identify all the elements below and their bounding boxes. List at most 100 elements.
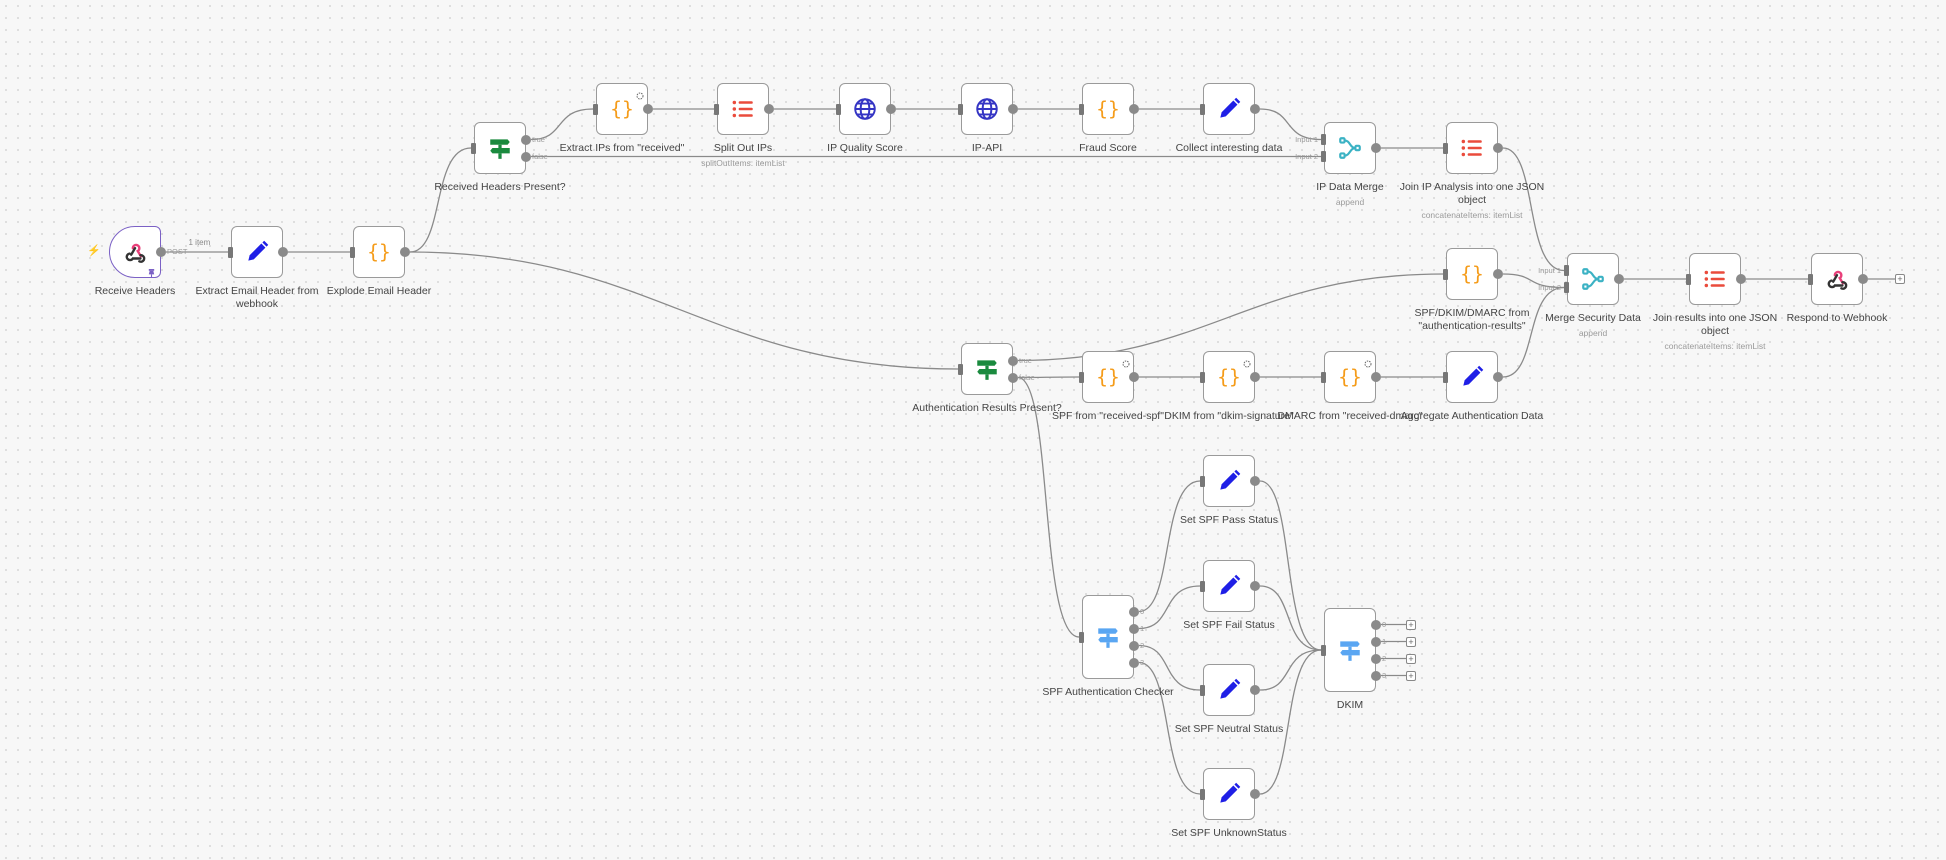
input-handle[interactable] — [1564, 282, 1569, 293]
node-jr[interactable] — [1689, 253, 1741, 305]
output-handle[interactable] — [1008, 372, 1018, 383]
input-handle[interactable] — [714, 103, 719, 115]
output-handle[interactable] — [278, 247, 288, 257]
add-node-button[interactable]: + — [1406, 653, 1416, 664]
input-handle[interactable] — [1443, 268, 1448, 280]
connection-neu-dsw[interactable] — [1259, 649, 1322, 691]
node-eip[interactable]: {} — [596, 83, 648, 135]
node-spfc[interactable] — [1082, 595, 1134, 679]
input-handle[interactable] — [1200, 475, 1205, 487]
input-handle[interactable] — [471, 142, 476, 154]
node-fs[interactable]: {} — [1082, 83, 1134, 135]
output-handle[interactable] — [1129, 372, 1139, 382]
input-handle[interactable] — [958, 103, 963, 115]
output-handle[interactable] — [400, 247, 410, 257]
input-handle[interactable] — [1443, 371, 1448, 383]
input-handle[interactable] — [1200, 103, 1205, 115]
output-handle[interactable] — [156, 247, 166, 257]
output-handle[interactable] — [1250, 476, 1260, 486]
node-fail[interactable] — [1203, 560, 1255, 612]
input-handle[interactable] — [1321, 134, 1326, 145]
output-handle[interactable] — [1371, 670, 1381, 681]
output-handle[interactable] — [764, 104, 774, 114]
node-dkim[interactable]: {} — [1203, 351, 1255, 403]
output-handle[interactable] — [1736, 274, 1746, 284]
output-handle[interactable] — [1008, 355, 1018, 366]
output-handle[interactable] — [1493, 372, 1503, 382]
output-handle[interactable] — [1493, 269, 1503, 279]
node-msd[interactable] — [1567, 253, 1619, 305]
add-node-button[interactable]: + — [1406, 670, 1416, 681]
node-eeh[interactable] — [231, 226, 283, 278]
input-handle[interactable] — [1443, 142, 1448, 154]
node-iqs[interactable] — [839, 83, 891, 135]
node-rhp[interactable] — [474, 122, 526, 174]
input-handle[interactable] — [1321, 371, 1326, 383]
output-handle[interactable] — [1371, 653, 1381, 664]
input-handle[interactable] — [1079, 103, 1084, 115]
add-node-button[interactable]: + — [1406, 619, 1416, 630]
node-neu[interactable] — [1203, 664, 1255, 716]
node-idm[interactable] — [1324, 122, 1376, 174]
node-unk[interactable] — [1203, 768, 1255, 820]
connection-fail-dsw[interactable] — [1259, 585, 1322, 651]
input-handle[interactable] — [228, 246, 233, 258]
output-handle[interactable] — [1129, 606, 1139, 617]
output-handle[interactable] — [1371, 619, 1381, 630]
output-handle[interactable] — [1250, 372, 1260, 382]
node-api[interactable] — [961, 83, 1013, 135]
input-handle[interactable] — [1564, 265, 1569, 276]
node-sdd[interactable]: {} — [1446, 248, 1498, 300]
input-handle[interactable] — [1079, 371, 1084, 383]
input-handle[interactable] — [836, 103, 841, 115]
output-handle[interactable] — [1129, 657, 1139, 668]
output-handle[interactable] — [1614, 274, 1624, 284]
output-handle[interactable] — [1250, 789, 1260, 799]
output-handle[interactable] — [1129, 623, 1139, 634]
output-handle[interactable] — [1250, 685, 1260, 695]
deactivate-circle-icon[interactable] — [1122, 355, 1130, 368]
input-handle[interactable] — [1200, 371, 1205, 383]
output-handle[interactable] — [643, 104, 653, 114]
output-handle[interactable] — [521, 134, 531, 145]
node-soi[interactable] — [717, 83, 769, 135]
input-handle[interactable] — [1686, 273, 1691, 285]
output-handle[interactable] — [1129, 104, 1139, 114]
output-handle[interactable] — [1371, 636, 1381, 647]
input-handle[interactable] — [350, 246, 355, 258]
output-handle[interactable] — [521, 151, 531, 162]
output-handle[interactable] — [1493, 143, 1503, 153]
input-handle[interactable] — [958, 363, 963, 375]
connection-arp-sdd[interactable] — [1017, 273, 1444, 362]
node-arp[interactable] — [961, 343, 1013, 395]
connection-exp-arp[interactable] — [409, 251, 959, 370]
deactivate-circle-icon[interactable] — [1243, 355, 1251, 368]
output-handle[interactable] — [1250, 104, 1260, 114]
node-agg[interactable] — [1446, 351, 1498, 403]
input-handle[interactable] — [1321, 644, 1326, 656]
deactivate-circle-icon[interactable] — [1364, 355, 1372, 368]
deactivate-circle-icon[interactable] — [636, 87, 644, 100]
node-dsw[interactable] — [1324, 608, 1376, 692]
node-cid[interactable] — [1203, 83, 1255, 135]
input-handle[interactable] — [1321, 151, 1326, 162]
node-rh[interactable] — [109, 226, 161, 278]
connection-exp-rhp[interactable] — [409, 147, 472, 253]
input-handle[interactable] — [1200, 684, 1205, 696]
output-handle[interactable] — [1250, 581, 1260, 591]
connection-spfc-pass[interactable] — [1138, 480, 1201, 613]
output-handle[interactable] — [886, 104, 896, 114]
node-jip[interactable] — [1446, 122, 1498, 174]
add-node-button[interactable]: + — [1895, 274, 1905, 284]
output-handle[interactable] — [1371, 143, 1381, 153]
input-handle[interactable] — [1808, 273, 1813, 285]
input-handle[interactable] — [1079, 631, 1084, 643]
output-handle[interactable] — [1008, 104, 1018, 114]
output-handle[interactable] — [1858, 274, 1868, 284]
output-handle[interactable] — [1371, 372, 1381, 382]
input-handle[interactable] — [1200, 580, 1205, 592]
input-handle[interactable] — [593, 103, 598, 115]
node-pass[interactable] — [1203, 455, 1255, 507]
output-handle[interactable] — [1129, 640, 1139, 651]
